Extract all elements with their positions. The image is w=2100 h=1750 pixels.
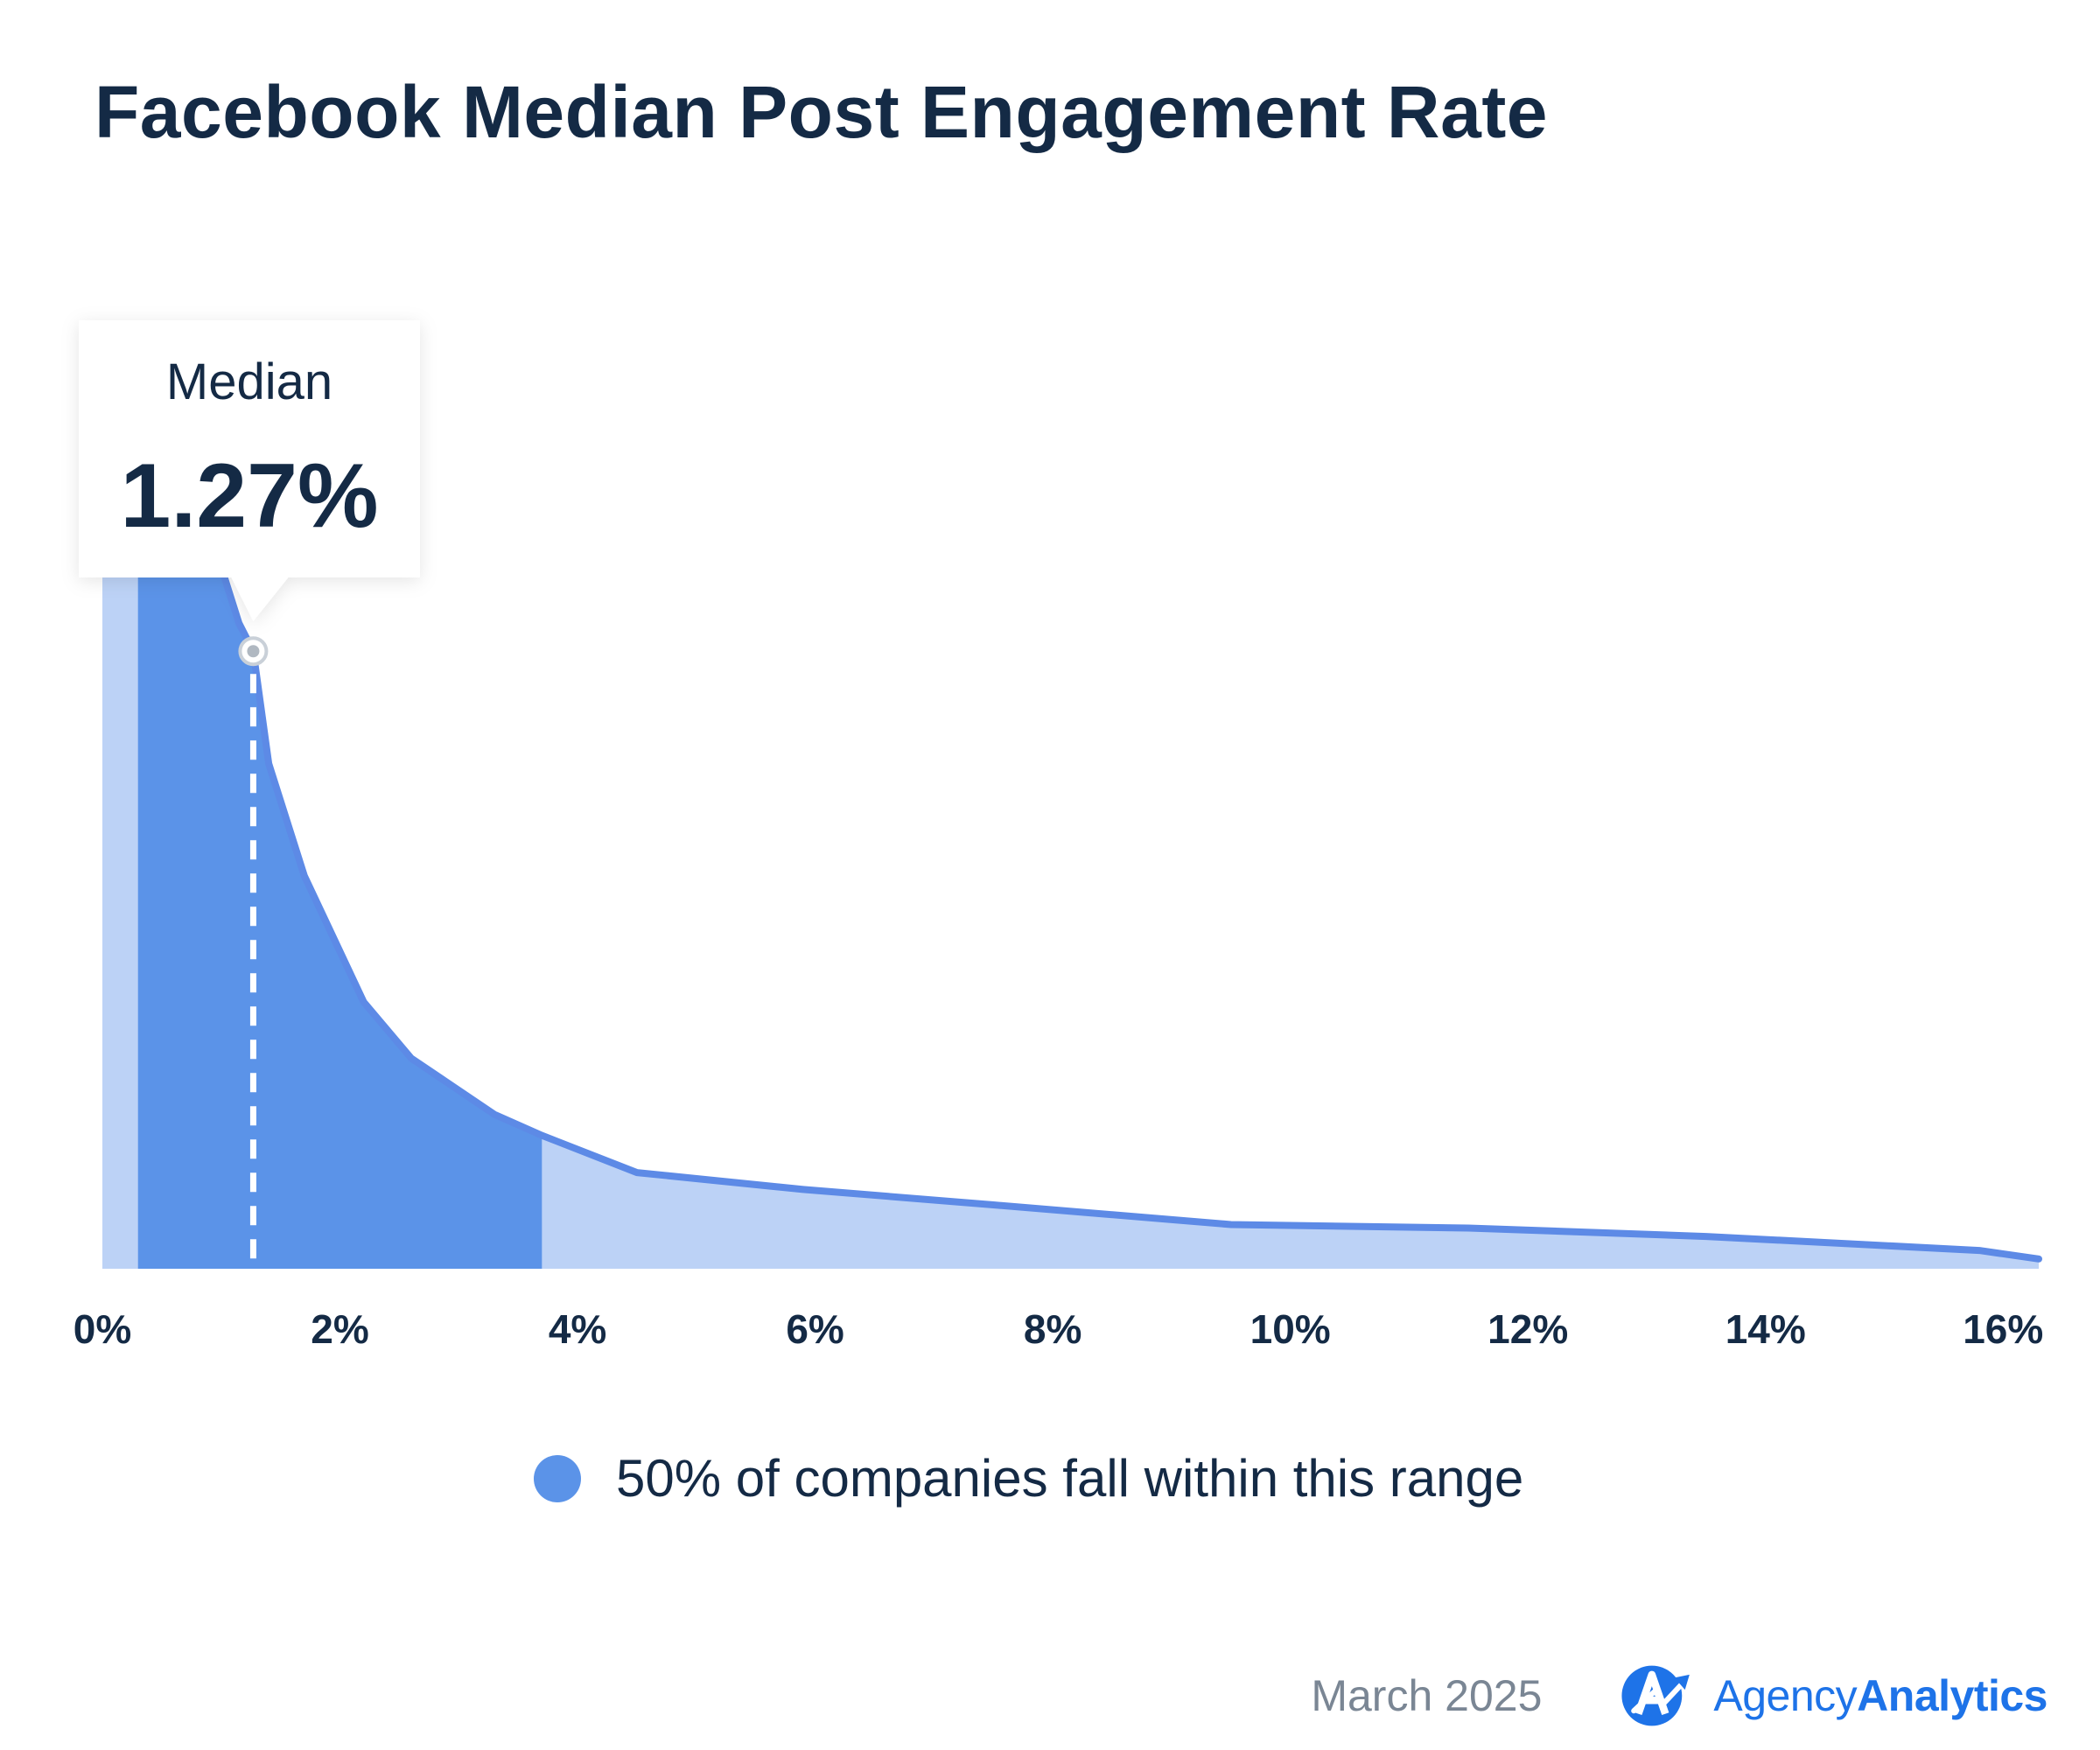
median-callout: Median 1.27% (79, 320, 420, 621)
x-tick-label: 14% (1726, 1306, 1806, 1352)
brand-name-light: Agency (1713, 1671, 1858, 1720)
median-marker-dot (247, 645, 260, 658)
chart: 0% 2% 4% 6% 8% 10% 12% 14% 16% Median 1.27% (74, 320, 2043, 1352)
median-callout-box (79, 320, 420, 621)
x-tick-label: 12% (1488, 1306, 1568, 1352)
x-tick-label: 8% (1024, 1306, 1082, 1352)
legend: 50% of companies fall within this range (534, 1448, 1523, 1508)
agencyanalytics-logo-icon (1621, 1665, 1690, 1726)
brand: AgencyAnalytics (1619, 1658, 2048, 1733)
chart-title: Facebook Median Post Engagement Rate (94, 71, 1549, 153)
brand-name-bold: Analytics (1857, 1671, 2048, 1720)
x-tick-label: 6% (786, 1306, 844, 1352)
x-tick-label: 2% (311, 1306, 368, 1352)
median-value: 1.27% (121, 445, 379, 547)
footer: March 2025 AgencyAnalytics (1311, 1658, 2048, 1733)
median-label: Median (166, 354, 332, 410)
x-tick-label: 16% (1963, 1306, 2043, 1352)
report-date: March 2025 (1311, 1671, 1543, 1720)
legend-swatch (534, 1454, 581, 1502)
x-tick-label: 10% (1250, 1306, 1331, 1352)
legend-label: 50% of companies fall within this range (616, 1449, 1524, 1508)
x-tick-label: 0% (74, 1306, 131, 1352)
x-tick-label: 4% (549, 1306, 606, 1352)
interquartile-range-area (137, 567, 542, 1269)
